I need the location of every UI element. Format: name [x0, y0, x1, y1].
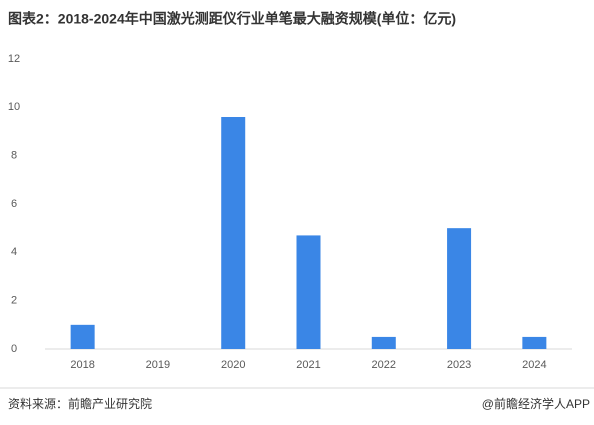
bar	[522, 336, 547, 349]
y-tick-label: 6	[11, 198, 17, 210]
x-tick-label: 2021	[296, 359, 320, 371]
x-tick-label: 2020	[221, 359, 245, 371]
bar	[221, 117, 246, 349]
bar	[371, 336, 396, 349]
y-tick-label: 4	[11, 246, 17, 258]
y-tick-label: 8	[11, 150, 17, 162]
credit: @前瞻经济学人APP	[482, 396, 590, 411]
chart-title: 图表2：2018-2024年中国激光测距仪行业单笔最大融资规模(单位：亿元)	[8, 11, 456, 27]
x-tick-label: 2019	[146, 359, 170, 371]
x-tick-label: 2024	[522, 359, 546, 371]
bar	[296, 235, 321, 349]
y-tick-label: 10	[8, 101, 20, 113]
y-tick-label: 0	[11, 343, 17, 355]
y-tick-label: 2	[11, 295, 17, 307]
bar	[70, 324, 95, 349]
x-tick-label: 2022	[372, 359, 396, 371]
x-tick-label: 2023	[447, 359, 471, 371]
bar	[447, 228, 472, 349]
source-note: 资料来源：前瞻产业研究院	[8, 396, 152, 411]
x-tick-label: 2018	[70, 359, 94, 371]
y-tick-label: 12	[8, 53, 20, 65]
